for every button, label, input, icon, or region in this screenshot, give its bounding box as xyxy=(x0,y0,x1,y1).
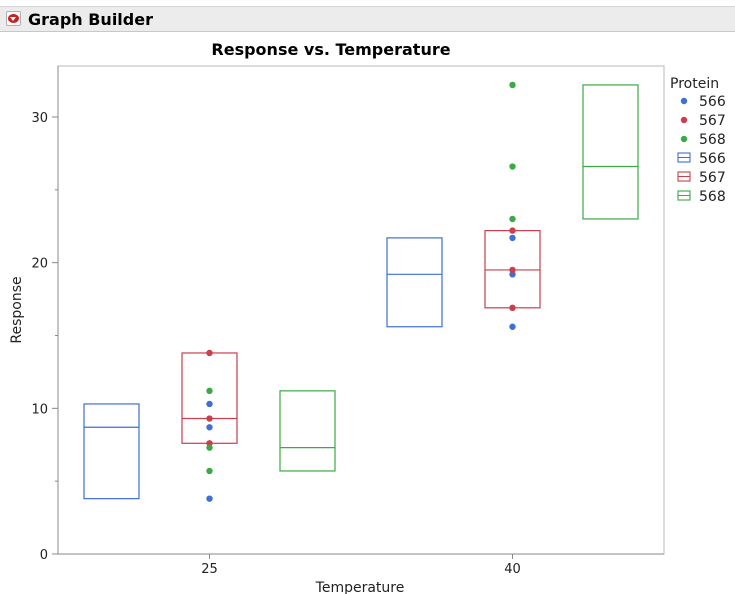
point-567 xyxy=(206,415,213,422)
graph-builder-title-bar: Graph Builder xyxy=(0,6,735,32)
y-tick-label: 0 xyxy=(40,548,48,563)
y-tick-label: 10 xyxy=(31,402,48,417)
point-566 xyxy=(509,323,516,330)
point-568 xyxy=(509,215,516,223)
point-566 xyxy=(509,234,516,242)
y-tick-label: 30 xyxy=(31,111,48,126)
legend-box-label: 567 xyxy=(699,170,726,186)
x-tick-label: 25 xyxy=(201,562,218,577)
legend-point-marker xyxy=(680,97,688,105)
legend: Protein 566 567 568 566 567 568 xyxy=(670,76,726,205)
point-567 xyxy=(206,349,213,357)
point-566 xyxy=(206,495,213,502)
x-axis: 25 40 xyxy=(201,554,521,577)
box-layer xyxy=(83,84,639,500)
legend-point-marker xyxy=(680,116,688,124)
chart-title: Response vs. Temperature xyxy=(211,40,450,59)
box-568-40 xyxy=(582,84,639,220)
legend-box-label: 568 xyxy=(699,189,726,205)
point-568 xyxy=(206,444,213,451)
point-568 xyxy=(509,163,516,170)
point-567 xyxy=(509,227,516,234)
y-axis: 0 10 20 30 xyxy=(31,111,58,563)
point-566 xyxy=(206,424,213,431)
point-567 xyxy=(509,266,516,274)
red-triangle-menu-icon[interactable] xyxy=(6,11,21,26)
legend-point-label: 567 xyxy=(699,113,726,129)
legend-point-label: 566 xyxy=(699,94,726,110)
box-plot-chart: Response vs. Temperature 0 10 20 30 25 40 Te… xyxy=(9,40,726,594)
box-568-25 xyxy=(279,390,336,472)
y-tick-label: 20 xyxy=(31,257,48,272)
point-568 xyxy=(509,81,516,89)
y-axis-label: Response xyxy=(9,276,25,343)
plot-frame xyxy=(57,65,665,555)
point-layer xyxy=(206,81,516,502)
x-tick-label: 40 xyxy=(504,562,521,577)
box-566-25 xyxy=(83,403,140,500)
x-axis-label: Temperature xyxy=(315,580,405,594)
box-566-40 xyxy=(386,237,443,328)
legend-point-marker xyxy=(680,135,688,143)
point-568 xyxy=(206,387,213,395)
legend-point-label: 568 xyxy=(699,132,726,148)
point-566 xyxy=(206,400,213,408)
app-title: Graph Builder xyxy=(28,10,153,29)
legend-box-label: 566 xyxy=(699,151,726,167)
legend-title: Protein xyxy=(670,76,719,92)
point-568 xyxy=(206,467,213,475)
point-567 xyxy=(509,304,516,312)
